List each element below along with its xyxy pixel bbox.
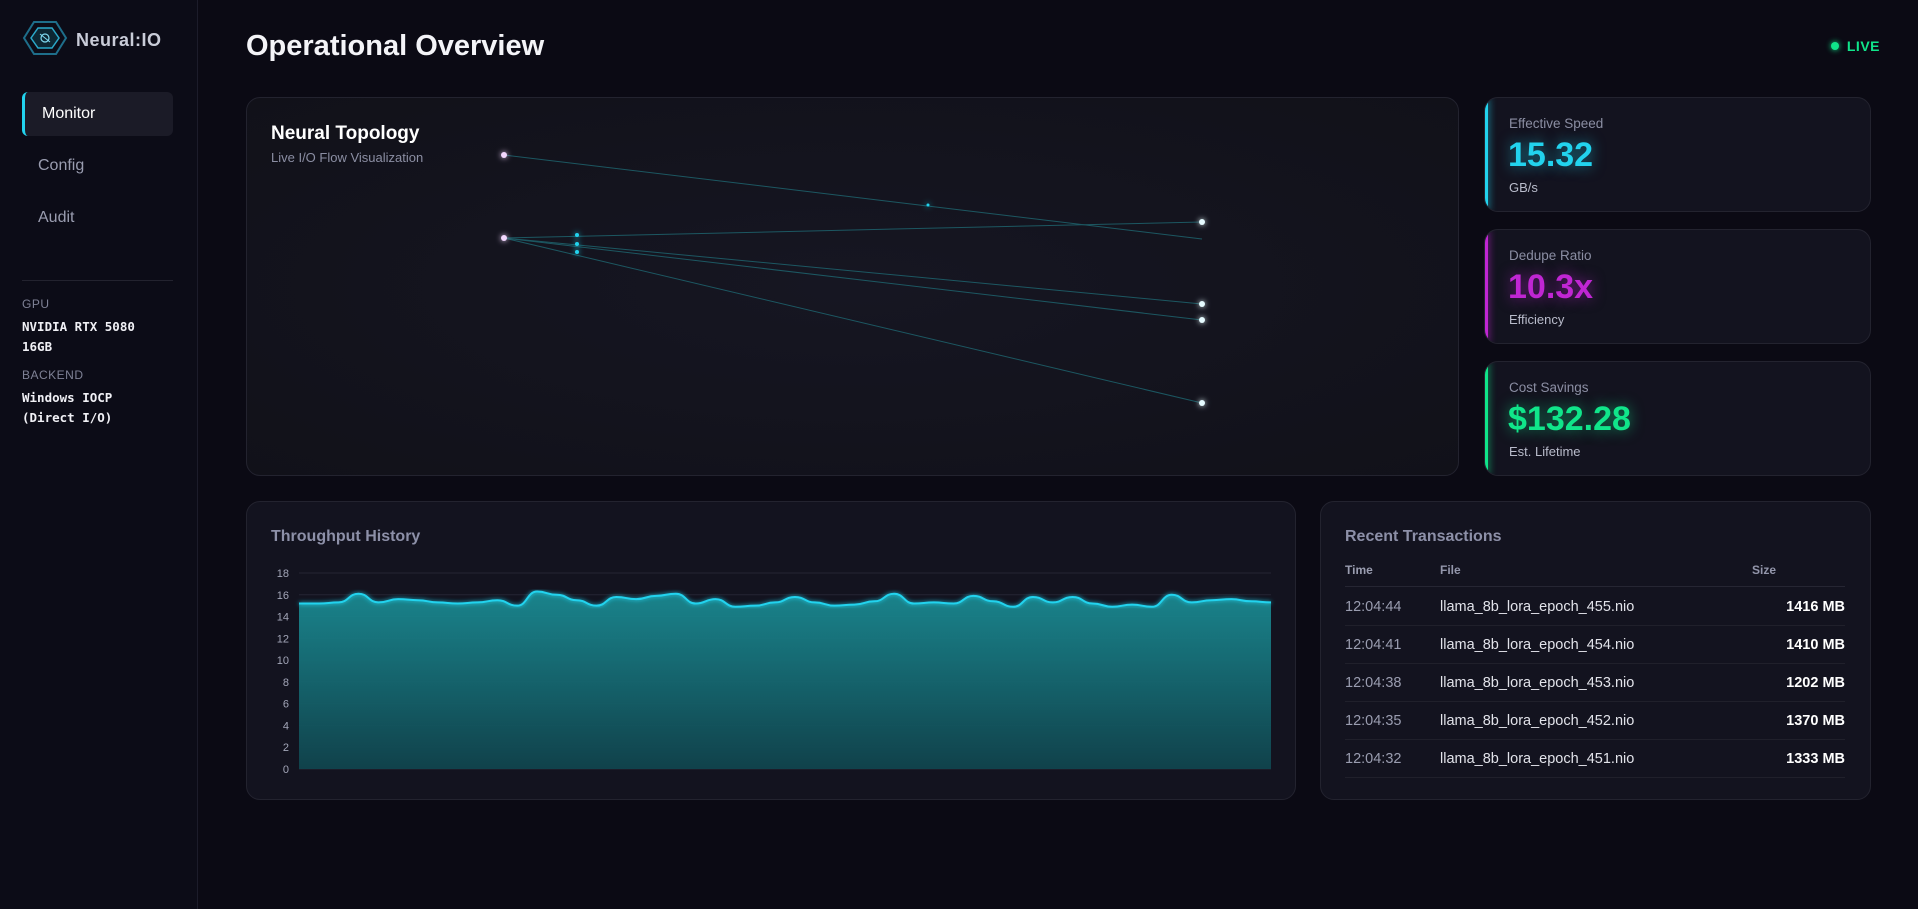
gpu-value-line2: 16GB (22, 339, 53, 354)
topology-subtitle: Live I/O Flow Visualization (271, 150, 424, 165)
stat-card-dedupe: Dedupe Ratio 10.3x Efficiency (1484, 229, 1871, 344)
table-row[interactable]: 12:04:32 llama_8b_lora_epoch_451.nio 133… (1345, 740, 1845, 778)
column-header-file: File (1440, 563, 1461, 577)
live-status: LIVE (1830, 38, 1880, 54)
backend-label: BACKEND (22, 368, 84, 382)
y-tick-label: 16 (277, 590, 289, 602)
live-dot-icon (1830, 42, 1839, 50)
gpu-label: GPU (22, 297, 50, 311)
y-tick-label: 12 (277, 633, 289, 645)
row-size: 1410 MB (1786, 637, 1845, 653)
backend-value-line1: Windows IOCP (22, 390, 113, 405)
topology-edge (503, 237, 1203, 321)
sidebar-nav: Monitor Config Audit (22, 92, 173, 248)
y-tick-label: 14 (277, 612, 289, 624)
topology-edge (503, 221, 1203, 239)
y-tick-label: 6 (283, 699, 289, 711)
topology-card: Neural Topology Live I/O Flow Visualizat… (246, 97, 1459, 476)
table-row[interactable]: 12:04:41 llama_8b_lora_epoch_454.nio 141… (1345, 626, 1845, 664)
stat-value: $132.28 (1508, 400, 1631, 438)
hexagon-brain-icon (22, 20, 68, 61)
throughput-card: Throughput History 0 2 4 6 8 10 12 14 16 18 (246, 501, 1296, 800)
row-size: 1202 MB (1786, 675, 1845, 691)
throughput-area (299, 591, 1271, 769)
topology-edge (503, 237, 1203, 305)
stat-value: 15.32 (1508, 136, 1594, 174)
stat-value: 10.3x (1508, 268, 1594, 306)
transactions-header: Time File Size (1345, 563, 1845, 587)
row-size: 1416 MB (1786, 599, 1845, 615)
topology-graph (501, 152, 1205, 406)
topology-target-node (1199, 317, 1205, 323)
row-time: 12:04:41 (1345, 637, 1402, 653)
stat-unit: Est. Lifetime (1509, 444, 1581, 459)
stat-card-savings: Cost Savings $132.28 Est. Lifetime (1484, 361, 1871, 476)
nav-item-config[interactable]: Config (38, 157, 85, 174)
sidebar-divider (22, 280, 173, 281)
nav-item-audit[interactable]: Audit (38, 209, 75, 226)
row-file: llama_8b_lora_epoch_452.nio (1440, 713, 1635, 729)
gpu-value: NVIDIA RTX 5080 16GB (22, 317, 182, 357)
live-label: LIVE (1846, 38, 1880, 54)
backend-value: Windows IOCP (Direct I/O) (22, 388, 182, 428)
stat-unit: Efficiency (1509, 312, 1565, 327)
backend-value-line2: (Direct I/O) (22, 410, 113, 425)
row-time: 12:04:35 (1345, 713, 1402, 729)
topology-source-node (501, 152, 507, 158)
y-tick-label: 4 (283, 720, 289, 732)
row-size: 1370 MB (1786, 713, 1845, 729)
y-tick-label: 18 (277, 568, 289, 580)
topology-packet-node (926, 203, 930, 207)
topology-packet-node (575, 242, 579, 246)
sidebar: Neural:IO Monitor Config Audit GPU NVIDI… (0, 0, 198, 909)
page-title: Operational Overview (246, 30, 545, 62)
topology-packet-node (575, 250, 579, 254)
topology-target-node (1199, 219, 1205, 225)
stat-accent-bar (1485, 362, 1488, 475)
row-file: llama_8b_lora_epoch_453.nio (1440, 675, 1635, 691)
backend-info: BACKEND Windows IOCP (Direct I/O) (22, 368, 182, 428)
y-tick-label: 10 (277, 655, 289, 667)
table-row[interactable]: 12:04:38 llama_8b_lora_epoch_453.nio 120… (1345, 664, 1845, 702)
transactions-card: Recent Transactions Time File Size 12:04… (1320, 501, 1871, 800)
stat-accent-bar (1485, 230, 1488, 343)
row-size: 1333 MB (1786, 751, 1845, 767)
column-header-time: Time (1345, 563, 1373, 577)
stat-unit: GB/s (1509, 180, 1538, 195)
throughput-series-line (298, 590, 1272, 608)
row-file: llama_8b_lora_epoch_454.nio (1440, 637, 1635, 653)
stat-card-speed: Effective Speed 15.32 GB/s (1484, 97, 1871, 212)
y-tick-label: 2 (283, 742, 289, 754)
stat-label: Dedupe Ratio (1509, 248, 1592, 263)
stat-label: Cost Savings (1509, 380, 1589, 395)
gpu-value-line1: NVIDIA RTX 5080 (22, 319, 135, 334)
gpu-info: GPU NVIDIA RTX 5080 16GB (22, 297, 182, 357)
topology-edge (503, 154, 1203, 240)
row-file: llama_8b_lora_epoch_451.nio (1440, 751, 1635, 767)
topology-packet-node (575, 233, 579, 237)
table-row[interactable]: 12:04:44 llama_8b_lora_epoch_455.nio 141… (1345, 588, 1845, 626)
y-tick-label: 8 (283, 677, 289, 689)
topology-target-node (1199, 400, 1205, 406)
topology-target-node (1199, 301, 1205, 307)
topology-edge (503, 237, 1203, 404)
nav-item-monitor[interactable]: Monitor (22, 92, 173, 136)
transactions-title: Recent Transactions (1345, 528, 1502, 545)
brand[interactable]: Neural:IO (22, 20, 162, 61)
throughput-chart: 0 2 4 6 8 10 12 14 16 18 (277, 568, 1272, 776)
column-header-size: Size (1752, 563, 1777, 577)
row-time: 12:04:32 (1345, 751, 1402, 767)
topology-source-node (501, 235, 507, 241)
row-file: llama_8b_lora_epoch_455.nio (1440, 599, 1635, 615)
row-time: 12:04:38 (1345, 675, 1402, 691)
stat-label: Effective Speed (1509, 116, 1604, 131)
stat-accent-bar (1485, 98, 1488, 211)
row-time: 12:04:44 (1345, 599, 1402, 615)
topology-title: Neural Topology (271, 123, 420, 144)
throughput-title: Throughput History (271, 528, 421, 545)
table-row[interactable]: 12:04:35 llama_8b_lora_epoch_452.nio 137… (1345, 702, 1845, 740)
brand-name: Neural:IO (76, 30, 162, 50)
y-tick-label: 0 (283, 764, 289, 776)
